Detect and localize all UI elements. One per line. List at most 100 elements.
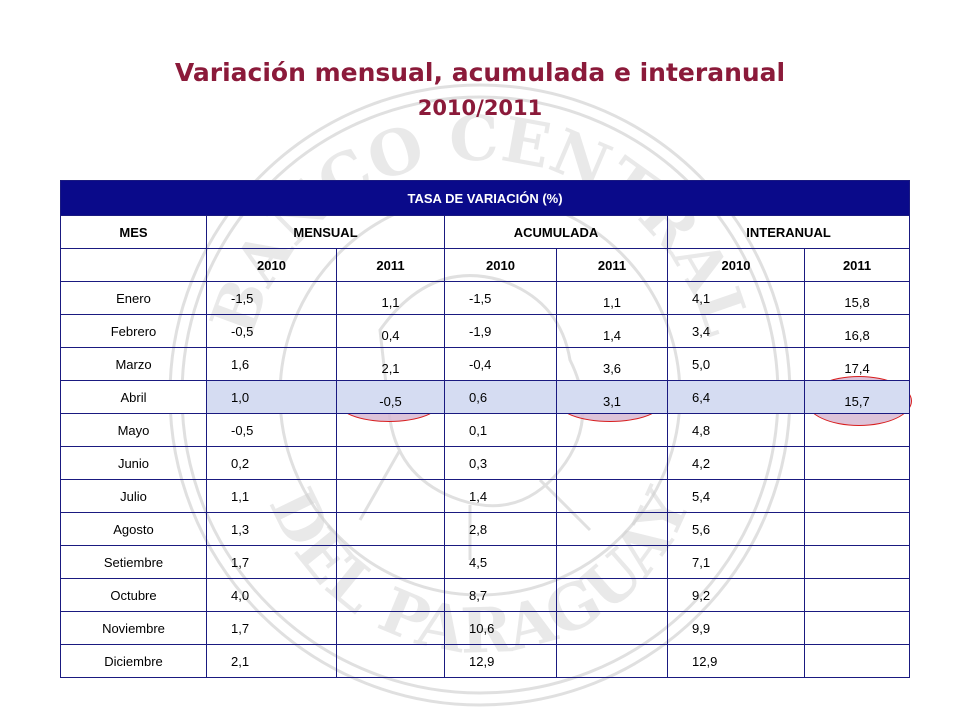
mensual-2010-cell: 0,2 (206, 446, 337, 480)
interanual-2011-cell: 17,4 (803, 347, 911, 381)
month-cell: Enero (60, 281, 207, 315)
acumulada-2010-value: -0,4 (469, 357, 492, 372)
interanual-2011-cell (803, 578, 911, 612)
acumulada-2011-cell: 1,4 (556, 314, 668, 348)
col-header-mes: MES (60, 215, 207, 249)
interanual-2010-value: 3,4 (692, 324, 711, 339)
mensual-2011-cell (336, 545, 445, 579)
table-row: Agosto 1,3 2,8 5,6 (60, 512, 911, 546)
interanual-2011-cell (803, 611, 911, 645)
mensual-2010-cell: -0,5 (206, 314, 337, 348)
table-row: Diciembre 2,1 12,9 12,9 (60, 644, 911, 678)
interanual-2010-cell: 4,1 (667, 281, 805, 315)
variation-table: TASA DE VARIACIÓN (%) MES MENSUAL ACUMUL… (59, 180, 911, 678)
page-title: Variación mensual, acumulada e interanua… (174, 58, 786, 87)
mensual-2011-cell (336, 611, 445, 645)
acumulada-2011-cell (556, 644, 668, 678)
interanual-2011-cell: 16,8 (803, 314, 911, 348)
year-header: 2010 (444, 248, 557, 282)
table-row: Junio 0,2 0,3 4,2 (60, 446, 911, 480)
mensual-2010-cell: 1,7 (206, 545, 337, 579)
table-row: Julio 1,1 1,4 5,4 (60, 479, 911, 513)
mensual-2010-value: -0,5 (231, 324, 254, 339)
year-header: 2011 (803, 248, 911, 282)
interanual-2010-cell: 3,4 (667, 314, 805, 348)
interanual-2011-cell (803, 446, 911, 480)
mensual-2010-value: 0,2 (231, 456, 250, 471)
interanual-2010-value: 6,4 (692, 390, 711, 405)
acumulada-2010-cell: 8,7 (444, 578, 557, 612)
mensual-2011-value: 1,1 (381, 295, 400, 310)
mensual-2011-cell: 1,1 (336, 281, 445, 315)
acumulada-2010-value: 0,1 (469, 423, 488, 438)
acumulada-2010-cell: 2,8 (444, 512, 557, 546)
mensual-2010-value: -1,5 (231, 291, 254, 306)
interanual-2011-cell (803, 413, 911, 447)
mensual-2010-cell: -1,5 (206, 281, 337, 315)
table-row: Octubre 4,0 8,7 9,2 (60, 578, 911, 612)
month-cell: Junio (60, 446, 207, 480)
month-cell: Febrero (60, 314, 207, 348)
interanual-2010-cell: 9,9 (667, 611, 805, 645)
acumulada-2010-cell: 0,6 (444, 380, 557, 414)
acumulada-2011-cell: 1,1 (556, 281, 668, 315)
mensual-2011-value: 2,1 (381, 361, 400, 376)
acumulada-2010-value: 8,7 (469, 588, 488, 603)
acumulada-2010-value: 4,5 (469, 555, 488, 570)
mensual-2011-cell: 0,4 (336, 314, 445, 348)
month-cell: Abril (60, 380, 207, 414)
mensual-2011-value: -0,5 (379, 394, 402, 409)
mensual-2010-value: 1,6 (231, 357, 250, 372)
interanual-2010-cell: 5,0 (667, 347, 805, 381)
interanual-2010-cell: 5,6 (667, 512, 805, 546)
mensual-2010-value: 4,0 (231, 588, 250, 603)
interanual-2011-cell (803, 479, 911, 513)
mensual-2011-cell (336, 578, 445, 612)
acumulada-2011-cell (556, 413, 668, 447)
col-header-acumulada: ACUMULADA (444, 215, 668, 249)
interanual-2010-cell: 9,2 (667, 578, 805, 612)
table-row: Enero -1,5 1,1 -1,5 1,1 4,1 15,8 (60, 281, 911, 315)
interanual-2011-cell (803, 545, 911, 579)
mensual-2010-value: 1,7 (231, 555, 250, 570)
mensual-2010-value: -0,5 (231, 423, 254, 438)
month-cell: Agosto (60, 512, 207, 546)
month-cell: Diciembre (60, 644, 207, 678)
month-cell: Marzo (60, 347, 207, 381)
mensual-2011-cell (336, 512, 445, 546)
mensual-2010-cell: 2,1 (206, 644, 337, 678)
mensual-2011-cell (336, 479, 445, 513)
mensual-2010-cell: 1,6 (206, 347, 337, 381)
interanual-2010-cell: 4,8 (667, 413, 805, 447)
acumulada-2010-cell: 12,9 (444, 644, 557, 678)
acumulada-2010-value: 12,9 (469, 654, 495, 669)
acumulada-2011-value: 1,4 (602, 328, 622, 343)
col-header-interanual: INTERANUAL (666, 215, 911, 249)
interanual-2010-cell: 6,4 (667, 380, 805, 414)
interanual-2011-cell: 15,7 (803, 380, 911, 414)
interanual-2011-cell (803, 512, 911, 546)
acumulada-2011-cell (556, 512, 668, 546)
acumulada-2010-cell: -1,5 (444, 281, 557, 315)
interanual-2010-value: 4,1 (692, 291, 711, 306)
month-cell: Octubre (60, 578, 207, 612)
mensual-2010-cell: 4,0 (206, 578, 337, 612)
month-cell: Noviembre (60, 611, 207, 645)
mensual-2010-value: 1,7 (231, 621, 250, 636)
month-cell: Julio (60, 479, 207, 513)
interanual-2011-value: 17,4 (844, 361, 870, 376)
year-header: 2011 (336, 248, 445, 282)
month-cell: Mayo (60, 413, 207, 447)
table-row: Setiembre 1,7 4,5 7,1 (60, 545, 911, 579)
interanual-2010-value: 4,2 (692, 456, 711, 471)
acumulada-2011-cell (556, 611, 668, 645)
year-header: 2011 (556, 248, 668, 282)
mensual-2010-value: 2,1 (231, 654, 250, 669)
mensual-2010-value: 1,1 (231, 489, 250, 504)
acumulada-2010-value: 0,3 (469, 456, 488, 471)
acumulada-2010-cell: 4,5 (444, 545, 557, 579)
interanual-2010-value: 5,0 (692, 357, 711, 372)
acumulada-2011-cell (556, 578, 668, 612)
interanual-2010-value: 12,9 (692, 654, 718, 669)
mensual-2011-cell (336, 413, 445, 447)
